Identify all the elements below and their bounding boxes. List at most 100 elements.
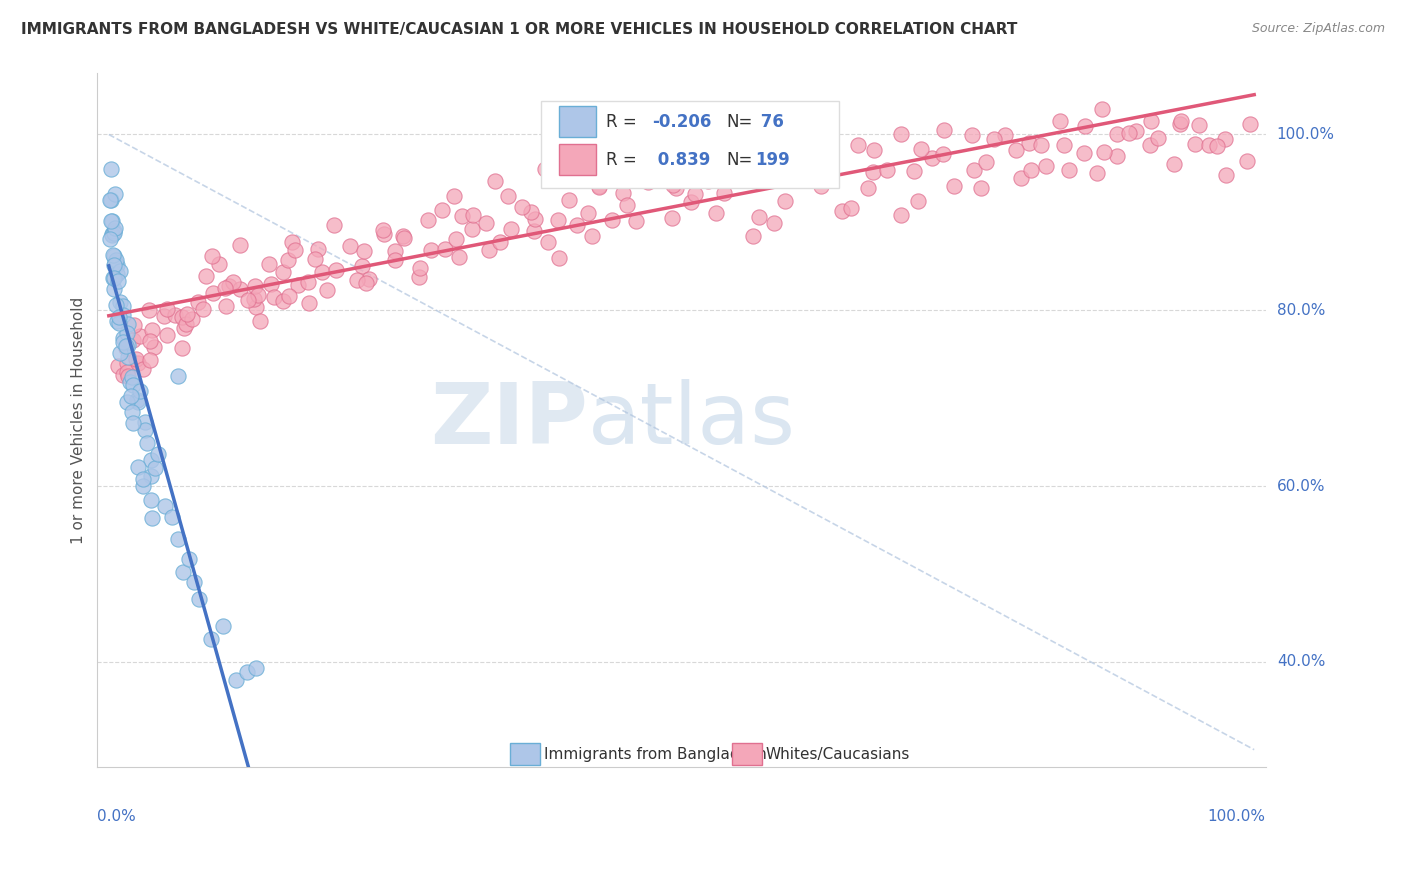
Point [741,228,763,243]
Point [112,331,135,345]
Point [281,235,304,249]
Point [160,510,183,524]
Text: 40.0%: 40.0% [1277,655,1324,669]
Point [804,162,827,177]
Point [263,290,285,304]
Point [122,416,145,430]
Point [510,200,533,214]
Point [523,224,546,238]
Point [697,174,720,188]
Point [1105,127,1128,141]
Point [1091,102,1114,116]
Point [554,146,576,161]
Point [176,317,198,331]
Point [108,316,131,330]
Point [156,301,179,316]
Point [890,127,912,141]
Point [100,161,122,176]
Point [115,356,138,370]
Point [128,329,150,343]
Point [121,405,143,419]
Point [934,122,956,136]
Point [352,259,374,273]
Point [910,142,932,156]
Text: 60.0%: 60.0% [1277,478,1326,493]
Text: atlas: atlas [588,378,796,462]
Point [167,369,190,384]
Point [762,216,785,230]
Point [245,300,267,314]
Text: -0.206: -0.206 [652,112,711,130]
Point [124,352,146,367]
Point [132,361,155,376]
Point [125,393,148,408]
Point [104,252,127,267]
Point [907,194,929,209]
Point [222,275,245,289]
Text: R =: R = [606,112,637,130]
Point [101,214,124,228]
Point [1236,154,1258,169]
Point [101,228,124,243]
Point [921,151,943,165]
Point [409,260,432,275]
Point [477,243,499,257]
Point [112,335,135,350]
Point [243,292,266,306]
Point [725,112,748,126]
Point [103,249,125,263]
FancyBboxPatch shape [558,106,596,136]
Point [177,552,200,566]
Point [1139,138,1161,153]
Point [103,271,125,285]
Point [121,370,143,384]
Point [139,492,162,507]
Point [127,460,149,475]
Point [1184,136,1206,151]
Point [576,206,599,220]
Point [450,209,472,223]
Point [172,310,194,325]
Point [754,161,776,175]
Point [373,223,395,237]
Point [112,368,135,382]
Point [1005,144,1028,158]
Point [107,313,129,327]
Point [104,187,127,202]
Point [1029,137,1052,152]
Point [353,244,375,259]
Point [271,265,294,279]
Point [163,308,186,322]
Point [643,148,665,162]
Point [970,181,993,195]
Point [139,352,162,367]
Point [103,270,125,285]
Point [153,499,176,513]
Text: ZIP: ZIP [430,378,588,462]
Point [1053,138,1076,153]
Point [257,257,280,271]
Text: 0.0%: 0.0% [97,809,136,824]
Point [983,131,1005,145]
Point [127,356,149,370]
Point [1170,114,1192,128]
Point [125,392,148,407]
Point [139,469,162,483]
Point [960,128,983,143]
Point [115,365,138,379]
Point [298,296,321,310]
Point [139,453,162,467]
Point [247,288,270,302]
Point [183,574,205,589]
Point [1198,137,1220,152]
Point [134,423,156,437]
Point [519,205,541,219]
Point [176,307,198,321]
Point [620,135,643,149]
Point [568,162,591,177]
Point [661,211,683,225]
Point [214,281,236,295]
Point [115,339,138,353]
Point [856,181,879,195]
Point [602,168,624,182]
